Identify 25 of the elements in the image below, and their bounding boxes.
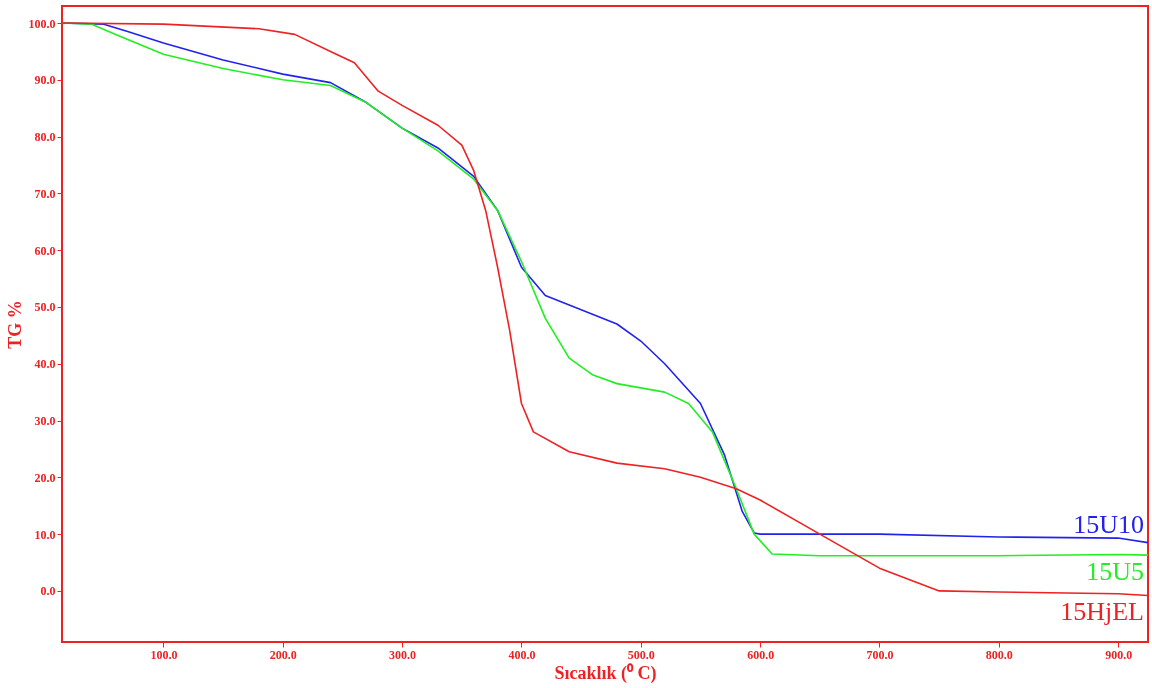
x-tick-label: 600.0 (747, 647, 775, 662)
x-tick-label: 800.0 (985, 647, 1013, 662)
x-tick-label: 400.0 (508, 647, 536, 662)
x-tick-label: 700.0 (866, 647, 894, 662)
series-label: 15HjEL (1060, 597, 1144, 627)
y-axis-title: TG % (4, 300, 25, 349)
series-label: 15U5 (1086, 557, 1144, 587)
y-tick-label: 20.0 (34, 470, 56, 485)
x-axis-title: Sıcaklık (⁰ C) (554, 662, 657, 684)
y-tick-label: 70.0 (34, 186, 56, 201)
x-tick-label: 200.0 (269, 647, 297, 662)
y-tick-label: 80.0 (34, 130, 56, 145)
x-tick-label: 500.0 (627, 647, 655, 662)
x-tick-label: 900.0 (1105, 647, 1133, 662)
y-tick-label: 10.0 (34, 527, 56, 542)
y-tick-label: 50.0 (34, 300, 56, 315)
series-label: 15U10 (1073, 509, 1144, 539)
y-tick-label: 90.0 (34, 73, 56, 88)
y-tick-label: 40.0 (34, 357, 56, 372)
x-tick-label: 100.0 (150, 647, 178, 662)
y-tick-label: 60.0 (34, 243, 56, 258)
y-tick-label: 0.0 (40, 584, 56, 599)
y-tick-label: 30.0 (34, 414, 56, 429)
x-tick-label: 300.0 (389, 647, 417, 662)
y-tick-label: 100.0 (28, 16, 56, 31)
